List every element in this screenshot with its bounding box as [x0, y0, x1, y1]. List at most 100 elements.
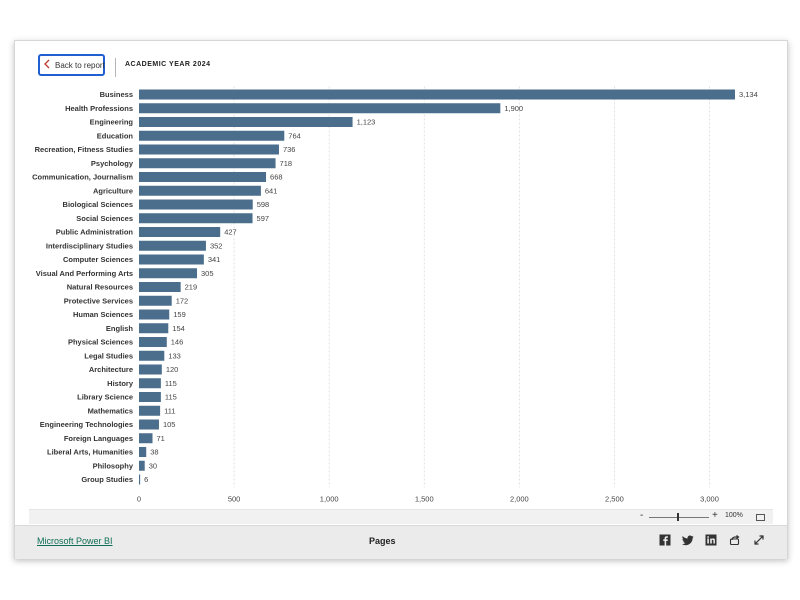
category-label-social-sciences: Social Sciences: [76, 214, 133, 223]
x-tick-label: 2,500: [605, 495, 624, 504]
bar-philosophy[interactable]: [139, 460, 145, 471]
x-axis-ticks: 0 500 1,000 1,500 2,000 2,500 3,000: [137, 495, 719, 504]
category-label-health-professions: Health Professions: [65, 104, 133, 113]
bar-visual-and-performing-arts[interactable]: [139, 268, 198, 279]
zoom-slider-track[interactable]: [649, 517, 709, 518]
value-label-social-sciences: 597: [257, 214, 270, 223]
bar-chart: Business Health Professions Engineering Edu…: [32, 86, 758, 504]
category-label-interdisciplinary-studies: Interdisciplinary Studies: [46, 241, 133, 250]
category-label-communication-journalism: Communication, Journalism: [32, 173, 133, 182]
value-label-protective-services: 172: [176, 296, 189, 305]
value-labels: 3,1341,9001,1237647367186686415985974273…: [144, 90, 758, 484]
category-label-architecture: Architecture: [89, 365, 133, 374]
x-tick-label: 1,000: [320, 495, 339, 504]
category-label-agriculture: Agriculture: [93, 186, 133, 195]
value-label-health-professions: 1,900: [504, 104, 523, 113]
category-label-physical-sciences: Physical Sciences: [68, 338, 133, 347]
bar-liberal-arts-humanities[interactable]: [139, 447, 147, 457]
value-label-public-administration: 427: [224, 228, 237, 237]
bar-library-science[interactable]: [139, 392, 161, 402]
bar-public-administration[interactable]: [139, 227, 221, 237]
category-label-history: History: [107, 379, 134, 388]
value-label-recreation-fitness-studies: 736: [283, 145, 296, 154]
bar-architecture[interactable]: [139, 364, 162, 375]
expand-icon[interactable]: [753, 534, 765, 546]
footer-bar: Microsoft Power BI Pages: [15, 525, 787, 559]
x-tick-label: 2,000: [510, 495, 529, 504]
bar-business[interactable]: [139, 89, 735, 100]
header-divider: [115, 58, 116, 77]
category-label-liberal-arts-humanities: Liberal Arts, Humanities: [47, 448, 133, 457]
bar-natural-resources[interactable]: [139, 282, 181, 292]
linkedin-icon[interactable]: [705, 534, 717, 546]
value-label-education: 764: [288, 131, 301, 140]
pages-button[interactable]: Pages: [369, 536, 396, 546]
bar-recreation-fitness-studies[interactable]: [139, 144, 279, 155]
value-label-natural-resources: 219: [185, 283, 198, 292]
x-tick-label: 0: [137, 495, 141, 504]
bar-legal-studies[interactable]: [139, 350, 165, 361]
category-label-library-science: Library Science: [77, 393, 133, 402]
value-label-foreign-languages: 71: [157, 434, 165, 443]
category-label-biological-sciences: Biological Sciences: [63, 200, 133, 209]
share-icon[interactable]: [729, 534, 741, 546]
bar-engineering[interactable]: [139, 117, 353, 127]
bar-psychology[interactable]: [139, 158, 276, 169]
category-labels: Business Health Professions Engineering Edu…: [32, 90, 134, 484]
bar-agriculture[interactable]: [139, 185, 261, 196]
value-label-group-studies: 6: [144, 475, 148, 484]
bar-physical-sciences[interactable]: [139, 337, 167, 347]
category-label-visual-and-performing-arts: Visual And Performing Arts: [36, 269, 133, 278]
bar-engineering-technologies[interactable]: [139, 419, 159, 430]
zoom-out-button[interactable]: -: [640, 510, 644, 521]
category-label-public-administration: Public Administration: [56, 228, 134, 237]
bar-group-studies[interactable]: [139, 474, 141, 485]
value-label-english: 154: [172, 324, 185, 333]
bar-interdisciplinary-studies[interactable]: [139, 240, 206, 251]
bar-health-professions[interactable]: [139, 103, 501, 114]
fit-to-page-icon[interactable]: [756, 514, 765, 521]
value-label-physical-sciences: 146: [171, 338, 184, 347]
chart-bars: [139, 89, 735, 485]
twitter-icon[interactable]: [682, 534, 694, 546]
value-label-legal-studies: 133: [168, 351, 181, 360]
value-label-biological-sciences: 598: [257, 200, 270, 209]
category-label-engineering-technologies: Engineering Technologies: [40, 420, 133, 429]
back-to-report-button[interactable]: Back to report: [38, 54, 105, 76]
category-label-group-studies: Group Studies: [81, 475, 133, 484]
bar-english[interactable]: [139, 323, 169, 334]
bar-foreign-languages[interactable]: [139, 433, 153, 444]
zoom-bar: - + 100%: [29, 509, 773, 524]
bar-communication-journalism[interactable]: [139, 172, 267, 182]
x-tick-label: 1,500: [415, 495, 434, 504]
category-label-legal-studies: Legal Studies: [84, 351, 133, 360]
facebook-icon[interactable]: [659, 534, 671, 546]
bar-human-sciences[interactable]: [139, 309, 170, 320]
bar-education[interactable]: [139, 130, 285, 141]
value-label-computer-sciences: 341: [208, 255, 221, 264]
value-label-mathematics: 111: [164, 406, 175, 415]
bar-protective-services[interactable]: [139, 295, 172, 306]
category-label-english: English: [106, 324, 134, 333]
value-label-engineering-technologies: 105: [163, 420, 176, 429]
category-label-recreation-fitness-studies: Recreation, Fitness Studies: [35, 145, 133, 154]
value-label-visual-and-performing-arts: 305: [201, 269, 214, 278]
bar-social-sciences[interactable]: [139, 213, 253, 224]
power-bi-link[interactable]: Microsoft Power BI: [37, 536, 113, 546]
page-title: ACADEMIC YEAR 2024: [125, 61, 211, 68]
zoom-slider-thumb[interactable]: [677, 513, 679, 521]
value-label-engineering: 1,123: [357, 118, 376, 127]
value-label-agriculture: 641: [265, 186, 278, 195]
value-label-library-science: 115: [165, 393, 177, 402]
bar-biological-sciences[interactable]: [139, 199, 253, 210]
category-label-mathematics: Mathematics: [88, 406, 133, 415]
category-label-psychology: Psychology: [91, 159, 134, 168]
bar-computer-sciences[interactable]: [139, 254, 204, 265]
category-label-education: Education: [97, 131, 134, 140]
category-label-human-sciences: Human Sciences: [73, 310, 133, 319]
bar-history[interactable]: [139, 378, 161, 389]
bar-mathematics[interactable]: [139, 405, 161, 416]
zoom-in-button[interactable]: +: [712, 510, 718, 521]
zoom-level: 100%: [725, 512, 743, 519]
report-frame: Back to report ACADEMIC YEAR 2024 Busine…: [14, 40, 788, 559]
